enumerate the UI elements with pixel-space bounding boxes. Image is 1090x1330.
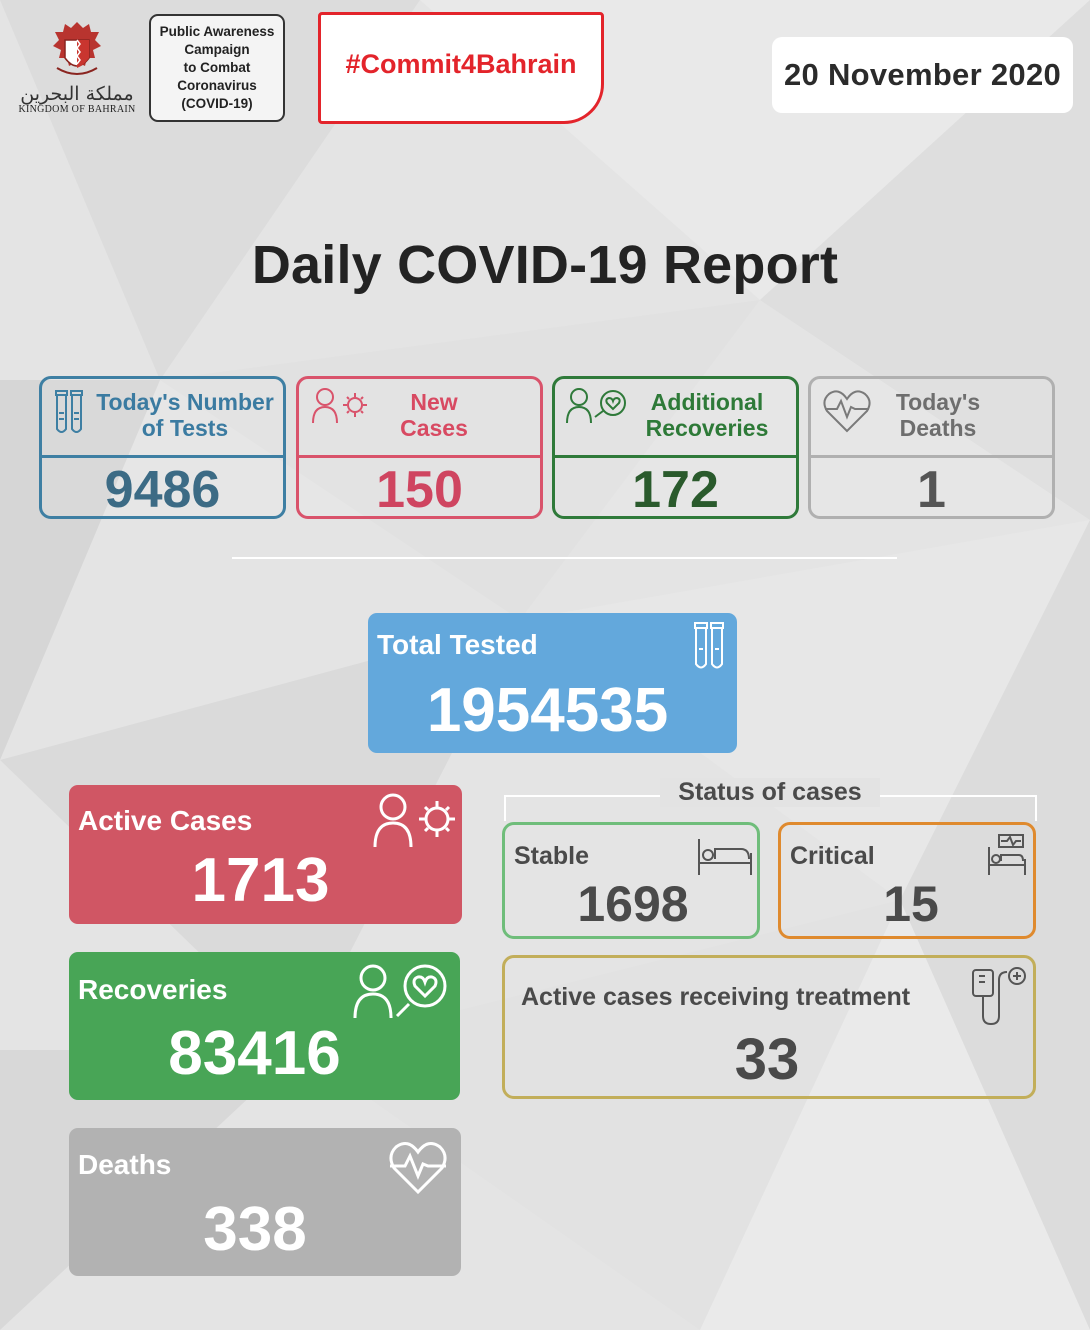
critical-value: 15 [883,876,939,932]
total-tested-tile: Total Tested 1954535 [368,613,737,753]
emblem-english-text: KINGDOM OF BAHRAIN [18,104,136,115]
card-label: Today's Number of Tests [96,389,274,441]
card-new-cases: New Cases 150 [296,376,543,519]
icu-bed-icon [988,834,1026,875]
bahrain-emblem: مملكة البحرين KINGDOM OF BAHRAIN [10,18,144,128]
treatment-value: 33 [734,1027,800,1092]
card-header: New Cases [299,379,540,458]
tile-value: 1954535 [426,676,669,745]
card-value: 1 [917,461,946,519]
emblem-arabic-text: مملكة البحرين [20,83,134,105]
stable-label: Stable [514,842,590,870]
tile-value: 338 [203,1195,307,1264]
deaths-tile: Deaths 338 [69,1128,461,1276]
tile-value: 83416 [168,1019,341,1088]
card-header: Today's Number of Tests [42,379,283,458]
campaign-text: Public Awareness Campaign to Combat Coro… [159,24,275,111]
page-title: Daily COVID-19 Report [251,235,839,295]
status-title: Status of cases [660,778,880,807]
treatment-card: Active cases receiving treatment 33 [502,955,1036,1099]
bed-icon [698,839,752,875]
person-virus-icon [312,388,367,424]
test-tubes-icon [694,622,724,669]
card-header: Additional Recoveries [555,379,796,458]
card-header: Today's Deaths [811,379,1052,458]
person-heart-icon [353,964,447,1019]
person-virus-icon [373,793,455,848]
tile-label: Active Cases [78,805,253,836]
heartbeat-icon [389,1141,447,1195]
card-additional-recoveries: Additional Recoveries 172 [552,376,799,519]
stable-card: Stable 1698 [502,822,760,939]
active-cases-tile: Active Cases 1713 [69,785,462,924]
iv-drip-icon [972,967,1026,1026]
card-value: 9486 [104,461,221,519]
tile-label: Recoveries [78,974,228,1005]
card-value: 172 [632,461,719,519]
card-value: 150 [376,461,463,519]
date-box: 20 November 2020 [772,37,1073,113]
bahrain-crest-icon [53,22,101,75]
heartbeat-icon [823,390,871,433]
tile-label: Deaths [78,1149,172,1180]
hashtag-box: #Commit4Bahrain [318,12,604,124]
tile-value: 1713 [191,846,330,915]
hashtag-text: #Commit4Bahrain [345,49,577,79]
stable-value: 1698 [577,876,689,932]
card-label: Today's Deaths [895,389,981,441]
report-date: 20 November 2020 [783,57,1062,92]
campaign-box: Public Awareness Campaign to Combat Coro… [149,14,285,122]
tile-label: Total Tested [377,629,538,660]
person-heart-icon [566,388,626,424]
card-label: New Cases [400,389,468,441]
recoveries-tile: Recoveries 83416 [69,952,460,1100]
card-todays-deaths: Today's Deaths 1 [808,376,1055,519]
section-divider [232,557,897,559]
critical-card: Critical 15 [778,822,1036,939]
treatment-label: Active cases receiving treatment [521,983,911,1011]
card-label: Additional Recoveries [645,389,769,441]
test-tubes-icon [55,390,83,433]
card-todays-tests: Today's Number of Tests 9486 [39,376,286,519]
critical-label: Critical [790,842,875,870]
